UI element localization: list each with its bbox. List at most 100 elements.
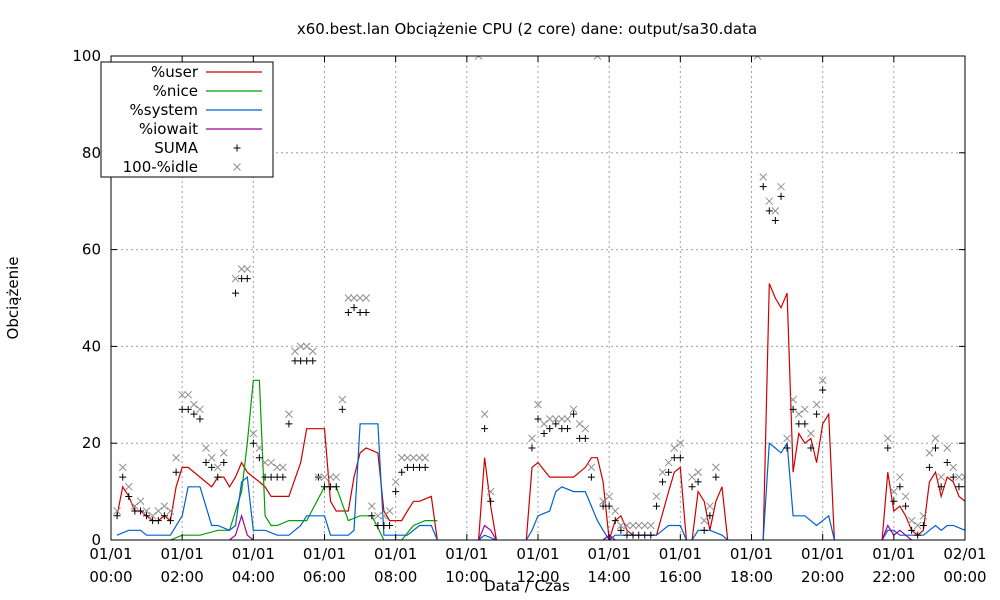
series-point-100-idle	[801, 405, 809, 414]
series-point-100-idle	[397, 453, 406, 462]
series-point-100-idle	[818, 376, 827, 385]
series-point-suma	[303, 357, 311, 365]
series-point-100-idle	[759, 173, 768, 181]
series-point-suma	[137, 507, 145, 515]
series-point-100-idle	[154, 507, 163, 515]
series-point-suma	[908, 526, 916, 534]
series-point-100-idle	[955, 473, 963, 481]
series-point-100-idle	[409, 453, 418, 462]
series-line-system	[762, 441, 835, 540]
series-point-100-idle	[569, 405, 578, 414]
series-line-system	[525, 486, 687, 540]
series-point-100-idle	[640, 521, 649, 530]
series-point-suma	[374, 521, 382, 529]
series-point-100-idle	[670, 444, 679, 452]
series-point-suma	[605, 502, 613, 510]
x-tick-date: 01/01	[89, 545, 132, 563]
series-point-100-idle	[415, 453, 424, 462]
series-point-100-idle	[344, 294, 353, 302]
series-point-suma	[172, 468, 180, 476]
series-point-100-idle	[486, 487, 495, 496]
legend-label-suma: SUMA	[154, 139, 198, 157]
x-tick-time: 08:00	[374, 568, 417, 586]
legend-label-user: %user	[151, 63, 199, 81]
x-tick-time: 06:00	[303, 568, 346, 586]
series-point-100-idle	[901, 492, 910, 501]
series-point-suma	[285, 420, 293, 428]
series-point-100-idle	[896, 473, 904, 481]
series-point-suma	[321, 483, 328, 491]
series-point-suma	[617, 526, 625, 534]
series-point-suma	[190, 410, 198, 418]
series-line-system	[478, 534, 497, 540]
series-point-100-idle	[243, 265, 252, 273]
series-point-100-idle	[812, 400, 821, 409]
series-point-100-idle	[362, 294, 370, 302]
series-point-suma	[154, 517, 162, 525]
series-point-suma	[659, 478, 667, 486]
series-point-suma	[807, 444, 815, 452]
series-point-100-idle	[148, 511, 157, 520]
chart-title: x60.best.lan Obciążenie CPU (2 core) dan…	[297, 20, 757, 38]
series-point-100-idle	[599, 497, 607, 506]
x-tick-time: 04:00	[232, 568, 275, 586]
series-point-suma	[267, 473, 275, 481]
series-point-suma	[243, 275, 251, 283]
series-point-suma	[819, 386, 827, 394]
series-point-suma	[350, 304, 358, 312]
series-point-100-idle	[700, 516, 709, 525]
x-tick-date: 01/01	[872, 545, 915, 563]
x-tick-time: 14:00	[588, 568, 631, 586]
series-point-100-idle	[676, 439, 685, 448]
series-point-suma	[884, 444, 892, 452]
series-point-100-idle	[196, 405, 204, 414]
series-point-suma	[652, 502, 660, 510]
series-point-suma	[641, 531, 649, 539]
series-point-100-idle	[789, 395, 797, 404]
series-point-suma	[220, 459, 228, 467]
series-point-100-idle	[302, 342, 311, 351]
series-point-suma	[783, 444, 791, 452]
series-point-100-idle	[237, 265, 246, 273]
series-point-100-idle	[285, 410, 293, 419]
series-point-100-idle	[421, 453, 430, 462]
series-point-100-idle	[807, 429, 815, 438]
x-tick-time: 00:00	[89, 568, 132, 586]
series-point-100-idle	[385, 507, 394, 515]
series-point-suma	[534, 415, 542, 423]
series-point-suma	[125, 492, 133, 500]
x-tick-date: 01/01	[161, 545, 204, 563]
series-point-suma	[712, 473, 720, 481]
x-tick-time: 00:00	[943, 568, 986, 586]
series-point-100-idle	[480, 410, 489, 419]
legend-swatch-100-idle	[233, 163, 241, 171]
series-point-100-idle	[356, 294, 364, 302]
series-point-suma	[196, 415, 204, 423]
series-line-nice	[170, 379, 438, 540]
series-point-100-idle	[563, 415, 572, 423]
x-tick-date: 02/01	[943, 545, 986, 563]
series-point-100-idle	[124, 482, 133, 491]
x-tick-time: 10:00	[445, 568, 488, 586]
series-point-100-idle	[367, 502, 376, 510]
series-point-100-idle	[332, 473, 341, 481]
series-point-suma	[184, 405, 192, 413]
y-tick-label: 100	[72, 47, 101, 65]
series-point-100-idle	[130, 502, 139, 510]
x-tick-time: 22:00	[872, 568, 915, 586]
series-point-100-idle	[374, 511, 382, 520]
y-tick-label: 20	[82, 434, 101, 452]
series-point-suma	[623, 531, 631, 539]
series-point-100-idle	[172, 453, 180, 462]
series-point-100-idle	[166, 507, 175, 515]
series-line-user	[525, 457, 687, 540]
series-point-suma	[403, 463, 411, 471]
series-point-100-idle	[605, 492, 614, 501]
series-point-suma	[801, 420, 809, 428]
series-point-100-idle	[474, 56, 483, 60]
series-point-100-idle	[255, 444, 264, 452]
x-tick-time: 16:00	[659, 568, 702, 586]
legend-label-nice: %nice	[153, 82, 198, 100]
x-tick-date: 01/01	[659, 545, 702, 563]
series-point-100-idle	[706, 502, 714, 510]
